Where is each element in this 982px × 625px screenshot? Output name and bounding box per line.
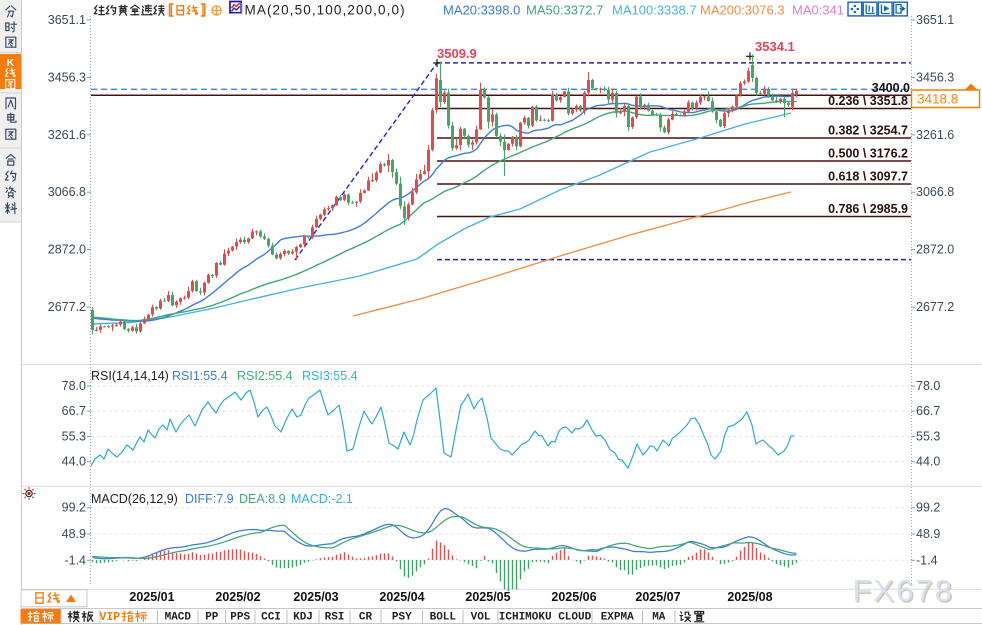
svg-text:RSI(14,14,14): RSI(14,14,14) — [91, 369, 169, 383]
svg-text:MA0:341: MA0:341 — [792, 3, 844, 18]
svg-text:FX678: FX678 — [853, 573, 954, 608]
svg-text:2025/07: 2025/07 — [635, 590, 680, 604]
svg-text:0.382 \ 3254.7: 0.382 \ 3254.7 — [828, 124, 908, 138]
svg-text:2025/08: 2025/08 — [727, 590, 772, 604]
svg-text:MA20:3398.0: MA20:3398.0 — [443, 3, 520, 18]
svg-text:0.500 \ 3176.2: 0.500 \ 3176.2 — [828, 147, 908, 161]
svg-text:48.9: 48.9 — [916, 527, 940, 541]
svg-text:3066.8: 3066.8 — [916, 185, 954, 199]
svg-text:48.9: 48.9 — [62, 527, 86, 541]
svg-text:RSI2:55.4: RSI2:55.4 — [237, 369, 293, 383]
svg-text:-1.4: -1.4 — [64, 553, 86, 567]
svg-text:3066.8: 3066.8 — [48, 185, 86, 199]
svg-text:K: K — [7, 57, 15, 69]
svg-text:2025/05: 2025/05 — [465, 590, 510, 604]
svg-text:PPS: PPS — [230, 612, 250, 624]
svg-text:78.0: 78.0 — [62, 379, 86, 393]
svg-text:66.7: 66.7 — [62, 404, 86, 418]
svg-text:PP: PP — [205, 612, 219, 624]
svg-text:2025/03: 2025/03 — [293, 590, 338, 604]
svg-text:44.0: 44.0 — [916, 455, 940, 469]
svg-text:0.236 \ 3351.8: 0.236 \ 3351.8 — [828, 94, 908, 108]
svg-text:2872.0: 2872.0 — [48, 243, 86, 257]
svg-text:3651.1: 3651.1 — [916, 13, 954, 27]
svg-text:ICHIMOKU CLOUD: ICHIMOKU CLOUD — [499, 612, 592, 624]
svg-text:3509.9: 3509.9 — [437, 46, 477, 61]
svg-text:MACD(26,12,9): MACD(26,12,9) — [91, 492, 178, 506]
svg-text:MA50:3372.7: MA50:3372.7 — [526, 3, 603, 18]
svg-text:DEA:8.9: DEA:8.9 — [239, 492, 286, 506]
svg-text:2677.2: 2677.2 — [48, 300, 86, 314]
svg-text:MA(20,50,100,200,0,0): MA(20,50,100,200,0,0) — [245, 3, 406, 18]
svg-text:2025/06: 2025/06 — [551, 590, 596, 604]
svg-text:FX678: FX678 — [854, 575, 955, 610]
svg-text:2872.0: 2872.0 — [916, 243, 954, 257]
svg-text:PSY: PSY — [392, 612, 412, 624]
svg-text:3456.3: 3456.3 — [916, 70, 954, 84]
svg-text:EXPMA: EXPMA — [601, 612, 634, 624]
svg-text:0.618 \ 3097.7: 0.618 \ 3097.7 — [828, 170, 908, 184]
svg-text:DIFF:7.9: DIFF:7.9 — [185, 492, 234, 506]
svg-text:RSI3:55.4: RSI3:55.4 — [302, 369, 358, 383]
svg-text:55.3: 55.3 — [62, 430, 86, 444]
svg-text:0.786 \ 2985.9: 0.786 \ 2985.9 — [828, 202, 908, 216]
svg-text:MACD:-2.1: MACD:-2.1 — [291, 492, 353, 506]
svg-text:3261.6: 3261.6 — [916, 128, 954, 142]
svg-text:66.7: 66.7 — [916, 404, 940, 418]
svg-text:MACD: MACD — [165, 612, 192, 624]
svg-text:2025/01: 2025/01 — [129, 590, 174, 604]
svg-text:-1.4: -1.4 — [916, 553, 938, 567]
svg-text:MA100:3338.7: MA100:3338.7 — [612, 3, 697, 18]
svg-text:MA200:3076.3: MA200:3076.3 — [700, 3, 785, 18]
svg-text:RSI: RSI — [325, 612, 345, 624]
svg-text:CR: CR — [359, 612, 373, 624]
svg-text:99.2: 99.2 — [916, 501, 940, 515]
svg-text:44.0: 44.0 — [62, 455, 86, 469]
svg-text:MA: MA — [652, 612, 666, 624]
svg-text:3651.1: 3651.1 — [48, 13, 86, 27]
svg-text:BOLL: BOLL — [430, 612, 457, 624]
svg-text:2025/04: 2025/04 — [379, 590, 424, 604]
svg-text:3534.1: 3534.1 — [755, 39, 795, 54]
svg-text:CCI: CCI — [261, 612, 281, 624]
svg-text:3261.6: 3261.6 — [48, 128, 86, 142]
svg-text:VIP: VIP — [99, 611, 120, 624]
svg-text:VOL: VOL — [471, 612, 491, 624]
svg-text:99.2: 99.2 — [62, 501, 86, 515]
svg-text:3418.8: 3418.8 — [917, 92, 958, 107]
svg-text:55.3: 55.3 — [916, 430, 940, 444]
svg-text:KDJ: KDJ — [293, 612, 313, 624]
svg-text:3400.0: 3400.0 — [872, 81, 910, 95]
svg-text:2025/02: 2025/02 — [215, 590, 260, 604]
svg-text:78.0: 78.0 — [916, 379, 940, 393]
svg-text:RSI1:55.4: RSI1:55.4 — [172, 369, 228, 383]
svg-text:3456.3: 3456.3 — [48, 70, 86, 84]
svg-text:2677.2: 2677.2 — [916, 300, 954, 314]
